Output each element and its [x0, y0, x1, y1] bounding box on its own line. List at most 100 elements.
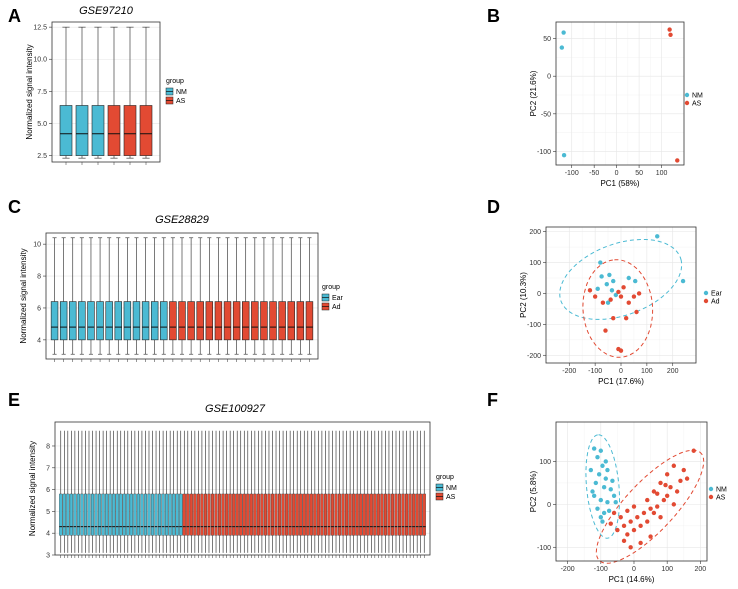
point-F-as [628, 519, 633, 524]
box-E-104 [422, 493, 426, 536]
point-D-ear [655, 234, 660, 239]
box-E-5 [73, 493, 77, 536]
point-D-ad [636, 291, 642, 296]
x-tick-label-B: 0 [615, 170, 619, 177]
legend-key-F [708, 494, 714, 500]
box-E-8 [83, 493, 88, 536]
box-E-3 [66, 493, 70, 536]
point-D-ad [616, 289, 621, 295]
y-tick-label-B: 0 [547, 74, 551, 81]
box-C-29 [305, 301, 314, 341]
box-E-67 [292, 493, 296, 536]
y-tick-label-E: 8 [46, 443, 50, 450]
plot-border-D [545, 226, 697, 364]
legend-title-C: group [322, 284, 340, 291]
box-C-18 [205, 301, 214, 341]
box-E-10 [90, 493, 95, 536]
box-C-20 [223, 301, 232, 341]
point-F-as [618, 515, 623, 520]
box-C-3 [69, 301, 77, 341]
box-E-29 [158, 493, 162, 536]
panel-label-b: B [487, 6, 500, 26]
x-tick-label-D: -100 [588, 368, 602, 375]
x-tick-label-B: -50 [589, 170, 599, 177]
point-F-nm [600, 519, 605, 524]
box-E-84 [352, 493, 356, 536]
box-E-41 [200, 493, 204, 536]
box-E-75 [320, 493, 324, 536]
x-tick-label-B: -100 [565, 170, 579, 177]
point-F-as [625, 508, 630, 514]
box-E-52 [239, 493, 243, 536]
box-E-19 [122, 493, 126, 536]
point-F-as [651, 489, 657, 494]
point-F-as [608, 521, 613, 526]
y-tick-label-E: 4 [46, 531, 50, 538]
point-D-ad [600, 300, 606, 305]
box-C-6 [96, 301, 104, 341]
point-F-as [655, 491, 660, 496]
legend-title-A: group [166, 78, 184, 85]
point-D-ad [603, 328, 608, 333]
point-F-as [621, 523, 627, 529]
box-E-47 [221, 493, 225, 536]
box-C-16 [187, 301, 195, 341]
y-tick-label-A: 7.5 [37, 89, 47, 96]
box-E-40 [196, 493, 200, 536]
point-D-ear [607, 272, 612, 278]
box-E-98 [401, 493, 405, 536]
box-E-6 [76, 493, 80, 536]
box-E-96 [394, 493, 398, 536]
y-tick-label-B: 50 [543, 36, 551, 43]
point-D-ad [611, 315, 616, 321]
box-C-8 [114, 301, 122, 341]
box-E-51 [235, 493, 239, 536]
y-tick-label-C: 6 [37, 305, 41, 312]
point-D-ad [587, 288, 593, 293]
box-E-55 [249, 493, 253, 536]
box-E-73 [313, 493, 317, 536]
point-F-as [678, 478, 683, 483]
box-E-89 [369, 493, 373, 536]
y-tick-label-F: 0 [547, 502, 551, 509]
box-E-100 [408, 493, 412, 536]
point-F-as [645, 519, 650, 524]
legend-key-D [703, 298, 709, 304]
point-F-as [625, 532, 630, 537]
legend-label-A: AS [176, 98, 186, 105]
box-E-82 [345, 493, 349, 536]
box-E-94 [387, 493, 391, 536]
box-E-15 [108, 493, 112, 536]
point-F-as [611, 510, 617, 516]
point-D-ad [618, 294, 624, 299]
point-F-as [668, 485, 673, 490]
point-F-as [615, 527, 620, 533]
box-C-12 [150, 301, 159, 341]
box-E-35 [179, 493, 183, 536]
point-F-nm [595, 454, 600, 460]
box-E-32 [168, 493, 172, 536]
point-F-as [655, 504, 660, 509]
y-tick-label-D: 0 [537, 291, 541, 298]
box-E-37 [186, 493, 190, 536]
legend-title-E: group [436, 474, 454, 481]
box-E-16 [112, 493, 116, 536]
plot-background-B [556, 22, 684, 165]
y-tick-label-F: 100 [539, 459, 551, 466]
box-E-63 [277, 493, 282, 536]
panel-label-e: E [8, 390, 20, 410]
plot-background-F [556, 422, 707, 561]
box-E-93 [383, 493, 387, 536]
box-E-72 [309, 493, 313, 536]
point-B-nm [559, 45, 565, 50]
box-E-28 [154, 493, 158, 536]
box-E-91 [376, 493, 380, 536]
point-F-as [648, 534, 653, 539]
box-E-30 [161, 493, 165, 536]
plot-border-B [555, 21, 685, 166]
point-D-ad [608, 297, 613, 302]
point-F-as [681, 467, 686, 473]
box-E-18 [119, 493, 123, 536]
point-D-ear [605, 300, 611, 305]
